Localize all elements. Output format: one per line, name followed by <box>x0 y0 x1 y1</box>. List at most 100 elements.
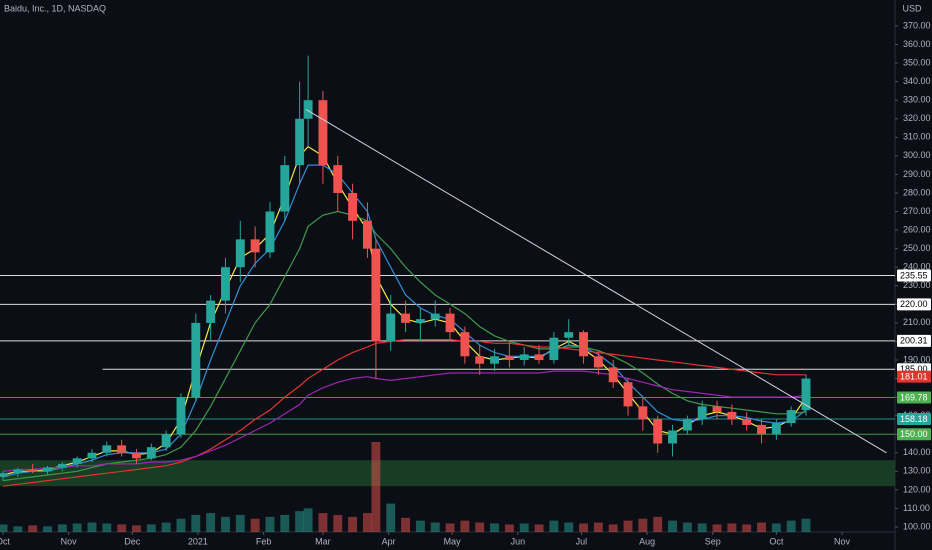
volume-bar <box>265 516 275 532</box>
candle-body <box>668 430 677 444</box>
candle-body <box>161 434 171 448</box>
y-tick-label: 120.00 <box>903 484 931 494</box>
volume-bar <box>102 523 112 532</box>
volume-bar <box>638 518 648 532</box>
candle-body <box>0 473 8 477</box>
last-price-label: 181.01 <box>900 372 928 382</box>
last-price-label-box <box>897 370 931 383</box>
volume-bar <box>161 522 171 532</box>
volume-bar <box>727 523 737 532</box>
volume-bar <box>191 514 201 532</box>
x-tick-label: Feb <box>256 536 272 546</box>
candle-body <box>415 319 425 323</box>
volume-bar <box>303 508 313 532</box>
volume-bar <box>221 516 230 532</box>
volume-bar <box>206 513 216 532</box>
volume-bar <box>43 526 52 532</box>
x-tick-label: May <box>444 536 462 546</box>
level-label-box <box>897 269 931 282</box>
volume-bar <box>280 514 290 532</box>
candle-body <box>608 367 618 383</box>
currency-label: USD <box>902 3 922 13</box>
volume-bar <box>295 511 305 532</box>
volume-bar <box>786 520 796 532</box>
candle-body <box>682 419 692 431</box>
level-label-box <box>897 298 931 311</box>
candle-body <box>623 382 633 407</box>
volume-bar <box>132 525 141 532</box>
candle-body <box>475 356 485 364</box>
candle-body <box>786 410 796 424</box>
candle-body <box>117 445 127 453</box>
volume-bar <box>371 442 381 532</box>
candle-body <box>295 118 305 166</box>
y-tick-label: 270.00 <box>903 206 931 216</box>
y-tick-label: 230.00 <box>903 280 931 290</box>
candle-body <box>593 356 603 368</box>
level-label: 200.31 <box>900 336 928 346</box>
y-tick-label: 280.00 <box>903 187 931 197</box>
volume-bar <box>593 522 603 532</box>
x-tick-label: Aug <box>639 536 655 546</box>
candle-body <box>490 356 500 364</box>
volume-bar <box>623 520 633 532</box>
candle-body <box>771 423 781 435</box>
volume-bar <box>475 522 485 532</box>
volume-bar <box>87 522 97 532</box>
candle-body <box>401 313 411 323</box>
candle-body <box>13 469 23 474</box>
candle-body <box>43 467 52 472</box>
volume-bar <box>318 513 328 532</box>
level-label: 220.00 <box>900 299 928 309</box>
candle-body <box>430 313 440 320</box>
volume-bar <box>608 524 618 532</box>
candle-body <box>235 239 245 268</box>
candle-body <box>727 411 737 420</box>
candle-body <box>348 192 358 221</box>
volume-bar <box>415 520 425 532</box>
level-label: 169.78 <box>900 392 928 402</box>
y-tick-label: 130.00 <box>903 466 931 476</box>
candle-body <box>146 447 156 459</box>
volume-bar <box>742 524 752 532</box>
volume-bar <box>348 516 358 532</box>
volume-bar <box>13 526 23 532</box>
candle-body <box>28 469 38 472</box>
volume-bar <box>235 514 245 532</box>
volume-bar <box>534 524 544 532</box>
volume-bar <box>697 523 707 532</box>
candle-body <box>280 165 290 212</box>
volume-bar <box>504 524 514 532</box>
volume-bar <box>72 523 82 532</box>
candle-body <box>206 300 216 323</box>
volume-bar <box>490 523 500 532</box>
candle-body <box>250 239 260 253</box>
volume-bar <box>653 516 663 532</box>
x-tick-label: Oct <box>769 536 784 546</box>
volume-bar <box>579 523 588 532</box>
candle-body <box>221 267 230 301</box>
x-tick-label: Jul <box>576 536 588 546</box>
chart-title: Baidu, Inc., 1D, NASDAQ <box>4 3 106 13</box>
x-tick-label: Apr <box>382 536 396 546</box>
volume-bar <box>771 523 781 532</box>
y-tick-label: 260.00 <box>903 224 931 234</box>
volume-bar <box>519 523 529 532</box>
candle-body <box>697 406 707 420</box>
y-tick-label: 100.00 <box>903 521 931 531</box>
candle-body <box>579 332 588 357</box>
volume-bar <box>445 523 455 532</box>
y-tick-label: 350.00 <box>903 57 931 67</box>
volume-bar <box>549 520 559 532</box>
volume-bar <box>362 513 372 532</box>
candle-body <box>57 463 67 468</box>
x-tick-label: Nov <box>61 536 78 546</box>
volume-bar <box>801 518 811 532</box>
level-label-box <box>897 413 931 426</box>
volume-bar <box>682 522 692 532</box>
moving-average <box>2 210 807 482</box>
candle-body <box>303 100 313 119</box>
level-label: 185.00 <box>900 364 928 374</box>
